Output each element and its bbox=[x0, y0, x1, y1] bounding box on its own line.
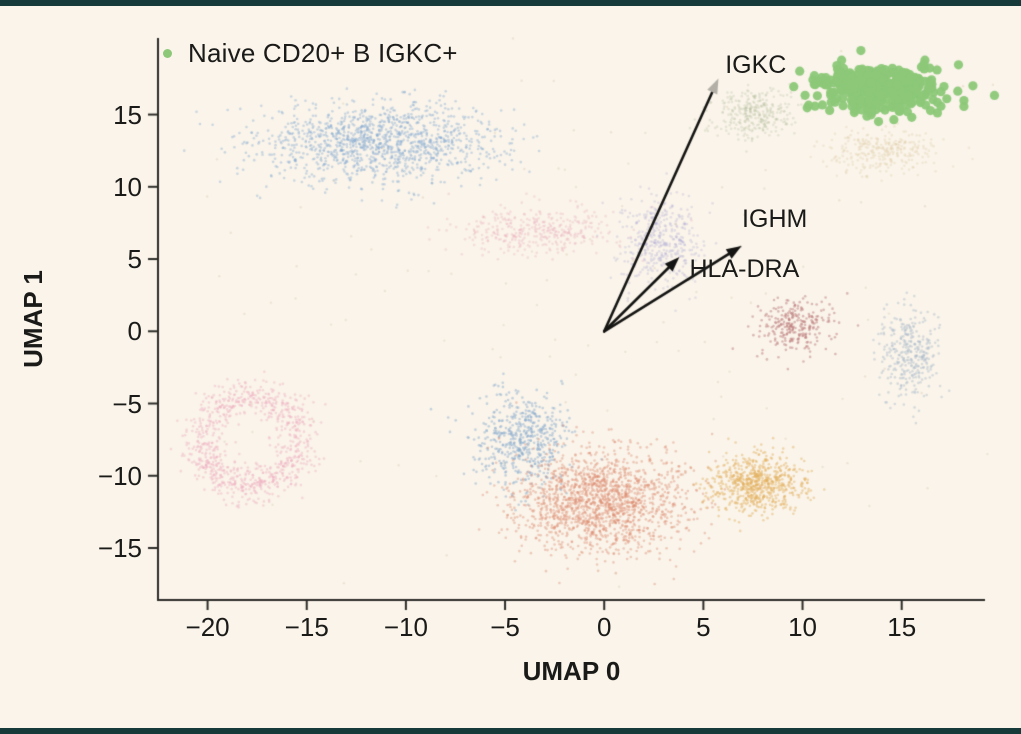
y-tick-label: −5 bbox=[112, 388, 142, 419]
gene-arrow-label-hla-dra: HLA-DRA bbox=[689, 255, 800, 284]
y-tick-label: −15 bbox=[97, 532, 142, 563]
x-tick-label: −20 bbox=[185, 612, 230, 642]
x-axis-label: UMAP 0 bbox=[522, 656, 621, 686]
y-tick-label: −10 bbox=[97, 460, 142, 491]
y-tick-label: 0 bbox=[127, 316, 142, 347]
gene-arrow-label-igkc: IGKC bbox=[725, 51, 787, 79]
y-tick-label: 5 bbox=[127, 244, 142, 275]
gene-arrow-label-ighm: IGHM bbox=[742, 204, 808, 233]
y-tick-label: 10 bbox=[113, 171, 142, 202]
x-tick-label: 15 bbox=[887, 612, 917, 642]
y-tick-label: 15 bbox=[113, 99, 142, 130]
x-tick-label: −5 bbox=[490, 612, 520, 642]
x-tick-label: −10 bbox=[383, 612, 428, 642]
x-tick-label: 10 bbox=[788, 612, 817, 642]
x-tick-label: 0 bbox=[596, 612, 612, 642]
legend-marker-dot bbox=[163, 49, 172, 58]
legend-label: Naive CD20+ B IGKC+ bbox=[188, 38, 458, 68]
legend: Naive CD20+ B IGKC+ bbox=[163, 38, 458, 69]
x-tick-label: 5 bbox=[696, 612, 711, 642]
x-tick-label: −15 bbox=[284, 612, 329, 642]
